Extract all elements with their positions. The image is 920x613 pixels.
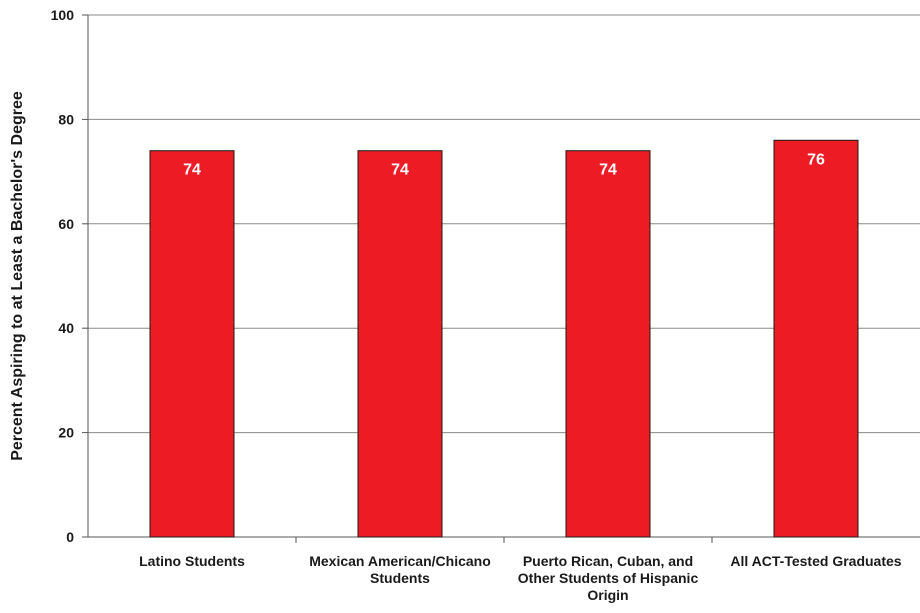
y-tick-label: 40 [58, 320, 74, 336]
data-label: 74 [391, 162, 409, 179]
y-tick-label: 0 [66, 529, 74, 545]
y-axis-label: Percent Aspiring to at Least a Bachelor'… [9, 91, 26, 461]
y-tick-label: 80 [58, 111, 74, 127]
bar [565, 150, 651, 538]
bar [357, 150, 443, 538]
category-label: Mexican American/Chicano Students [309, 553, 491, 586]
bar [773, 139, 859, 538]
category-label: All ACT-Tested Graduates [730, 553, 901, 569]
bar [149, 150, 235, 538]
y-tick-label: 100 [51, 7, 75, 23]
y-tick-label: 20 [58, 425, 74, 441]
y-tick-label: 60 [58, 216, 74, 232]
data-label: 76 [807, 151, 825, 168]
category-label: Latino Students [139, 553, 245, 569]
data-label: 74 [599, 162, 617, 179]
category-label: Puerto Rican, Cuban, and Other Students … [518, 553, 698, 603]
data-label: 74 [183, 162, 201, 179]
